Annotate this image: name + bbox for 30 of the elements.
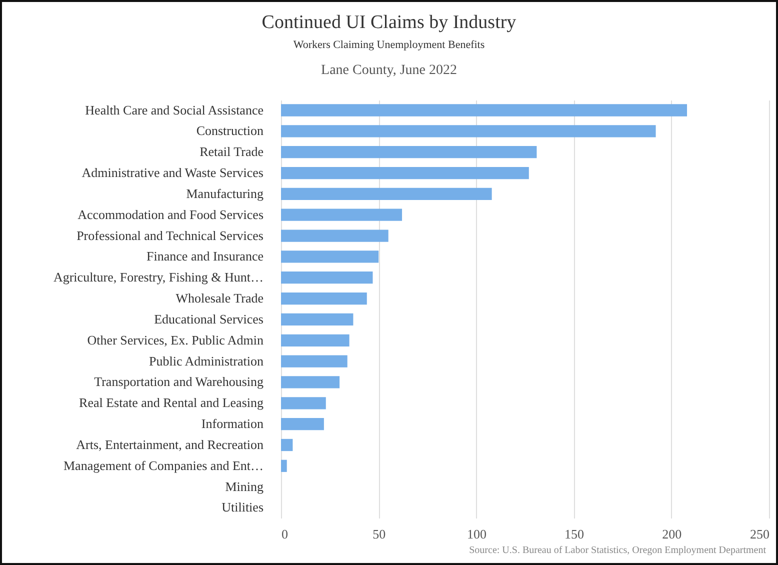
x-tick-label: 200 <box>662 526 682 542</box>
y-tick-label: Construction <box>196 123 264 138</box>
y-tick-label: Health Care and Social Assistance <box>85 102 264 118</box>
x-tick-label: 50 <box>372 526 386 542</box>
x-tick-label: 150 <box>564 526 584 542</box>
source-note: Source: U.S. Bureau of Labor Statistics, Oregon Employment Department <box>469 545 766 556</box>
y-tick-label: Utilities <box>222 500 264 515</box>
chart-title: Continued UI Claims by Industry <box>260 12 518 34</box>
y-tick-label: Administrative and Waste Services <box>82 165 264 180</box>
y-tick-label: Wholesale Trade <box>176 290 264 306</box>
y-tick-label: Management of Companies and Ent… <box>63 458 264 473</box>
text: Lane County, June 2022 <box>320 63 458 79</box>
x-tick-label: 100 <box>466 526 486 542</box>
chart-subtitle: Workers Claiming Unemployment Benefits <box>292 39 486 51</box>
y-tick-label: Real Estate and Rental and Leasing <box>79 395 264 410</box>
y-tick-label: Agriculture, Forestry, Fishing & Hunt… <box>53 270 264 285</box>
y-tick-label: Mining <box>225 478 264 494</box>
y-tick-label: Accommodation and Food Services <box>78 206 264 222</box>
y-tick-label: Other Services, Ex. Public Admin <box>87 332 264 348</box>
y-tick-label: Transportation and Warehousing <box>94 374 264 390</box>
x-tick-label: 0 <box>282 526 288 542</box>
y-tick-label: Retail Trade <box>200 144 264 160</box>
x-tick-label: 250 <box>750 526 770 542</box>
y-tick-label: Arts, Entertainment, and Recreation <box>76 436 264 452</box>
y-tick-label: Information <box>201 416 264 432</box>
y-tick-label: Professional and Technical Services <box>76 228 264 243</box>
y-tick-label: Finance and Insurance <box>146 248 264 264</box>
y-tick-label: Educational Services <box>154 311 264 326</box>
y-tick-label: Public Administration <box>149 353 264 368</box>
y-tick-label: Manufacturing <box>186 186 264 201</box>
